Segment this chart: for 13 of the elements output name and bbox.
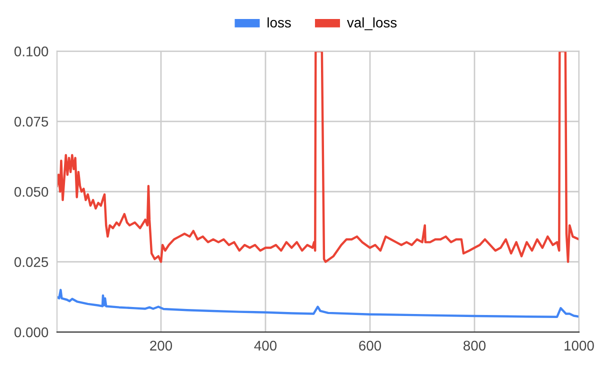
y-tick-label: 0.075 bbox=[14, 116, 48, 127]
x-tick-label: 200 bbox=[150, 340, 172, 351]
y-tick-label: 0.100 bbox=[14, 46, 48, 56]
y-tick-label: 0.050 bbox=[14, 186, 48, 197]
legend-label: loss bbox=[268, 17, 291, 28]
y-tick-label: 0.000 bbox=[14, 327, 48, 338]
y-tick-label: 0.025 bbox=[14, 257, 48, 268]
legend-label: val_loss bbox=[346, 17, 397, 30]
x-tick-label: 1000 bbox=[564, 340, 594, 351]
x-tick-label: 600 bbox=[359, 340, 382, 351]
x-tick-label: 400 bbox=[254, 340, 277, 351]
line-series bbox=[57, 288, 579, 318]
x-tick-label: 800 bbox=[464, 340, 486, 351]
